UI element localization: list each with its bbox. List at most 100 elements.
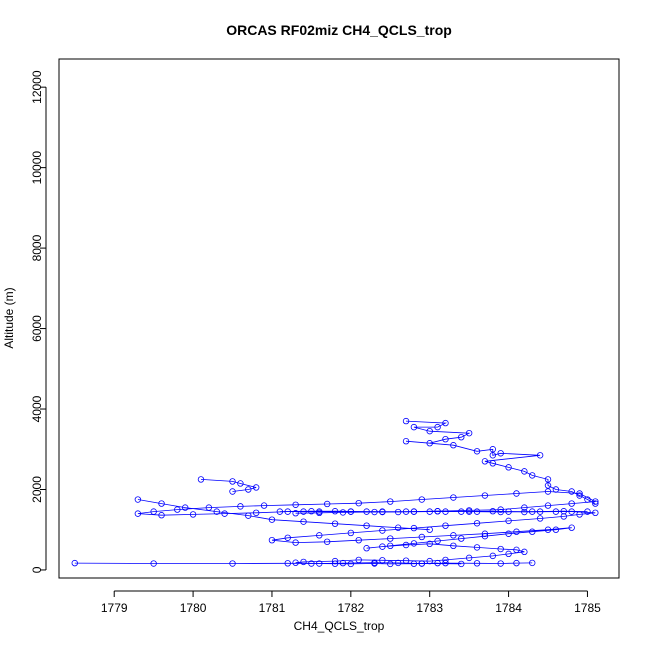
data-point [529,559,536,567]
data-point [536,515,544,522]
data-point [363,522,370,529]
data-point [497,450,504,457]
data-point [410,423,418,431]
series-line [137,499,430,531]
data-point [394,559,402,567]
data-point [442,419,449,427]
data-point [544,502,552,509]
data-point [197,476,205,483]
data-point [292,539,299,546]
data-point [505,550,512,558]
data-point [213,508,220,515]
data-point [552,486,560,493]
data-point [363,508,370,515]
data-point [552,526,560,533]
data-point [458,433,465,441]
data-point [331,520,339,527]
data-point [505,464,512,471]
data-point [363,545,370,552]
series-5 [71,559,536,567]
x-tick-label: 1781 [259,601,286,615]
data-point [379,543,386,550]
data-point [481,492,489,499]
data-point [513,528,520,535]
data-point [458,508,465,515]
data-point [442,522,449,529]
data-point [529,472,536,479]
x-axis: 1779 1780 1781 1782 1783 1784 1785 [101,590,601,615]
data-point [576,492,583,499]
data-point [521,508,528,516]
y-tick-label: 6000 [30,315,44,342]
data-point [134,496,142,503]
data-point [379,508,386,516]
series-4 [402,417,599,507]
data-series [71,417,599,568]
series-line [279,510,588,513]
data-point [410,508,418,515]
data-point [284,534,291,541]
data-point [331,508,339,515]
data-point [497,560,504,567]
data-point [481,530,489,537]
data-point [442,559,449,567]
data-point [536,452,544,459]
data-point [158,500,165,507]
data-point [158,512,165,519]
data-point [544,482,552,489]
data-point [300,508,307,515]
data-point [284,560,291,567]
data-point [323,500,331,508]
data-point [410,540,418,547]
data-point [252,509,260,517]
data-point [371,559,378,566]
data-point [450,542,457,550]
data-point [308,508,315,515]
x-tick-label: 1782 [337,601,364,615]
data-point [442,556,449,564]
series-line [137,491,597,565]
data-point [489,508,497,515]
data-point [316,509,323,517]
data-point [410,524,418,532]
data-point [513,559,520,567]
data-point [489,446,497,453]
data-point [150,560,157,567]
data-point [316,560,323,567]
data-point [292,501,299,508]
data-point [568,524,575,531]
data-point [426,540,433,548]
data-point [394,508,402,516]
data-point [379,527,386,534]
data-point [387,542,394,550]
data-point [260,502,268,509]
data-point [544,488,552,495]
series-1 [134,488,599,568]
data-point [426,440,433,447]
data-point [592,500,599,507]
data-point [237,480,244,487]
series-3 [134,496,433,533]
data-point [513,546,520,554]
data-point [394,524,402,531]
data-point [316,532,323,539]
data-point [426,427,433,435]
data-point [292,510,299,517]
x-tick-label: 1780 [180,601,207,615]
data-point [584,496,591,503]
data-point [497,508,504,516]
data-point [181,504,189,511]
data-point [339,509,347,516]
data-point [521,468,528,475]
data-point [521,504,528,511]
data-point [529,508,536,515]
data-point [505,530,512,537]
data-point [473,520,481,527]
data-point [434,508,441,515]
y-tick-label: 8000 [30,234,44,261]
data-point [568,488,575,495]
plot-frame [58,58,620,579]
data-point [481,458,489,465]
data-point [560,508,567,515]
data-point [434,423,441,431]
